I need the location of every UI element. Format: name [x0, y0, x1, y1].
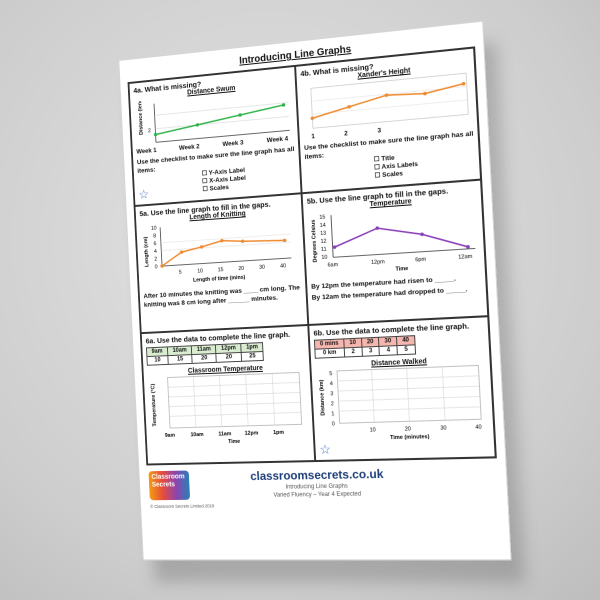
temperature-chart: Degrees Celsius 15 14 13 12 11 10 6am 12… [307, 201, 481, 279]
y-tick: 11 [321, 247, 327, 254]
y-tick: 8 [153, 233, 156, 239]
x-axis-label: Time (minutes) [390, 434, 430, 441]
table-cell: 0 km [315, 348, 345, 358]
data-point [220, 239, 224, 243]
y-tick: 0 [332, 421, 335, 427]
star-icon: ☆ [319, 443, 331, 456]
x-tick: 5 [179, 270, 182, 276]
y-tick: 10 [321, 255, 327, 262]
x-tick: 2 [344, 130, 348, 137]
x-tick: 15 [218, 267, 224, 273]
x-tick: 6pm [415, 256, 427, 263]
data-point [241, 239, 245, 243]
x-tick: Week 4 [267, 135, 289, 144]
y-tick: 15 [319, 214, 325, 221]
classroom-temperature-grid[interactable]: Temperature (°C) 9am 10am 11am 12pm 1pm … [147, 370, 310, 446]
data-point [311, 116, 315, 120]
x-tick: 40 [280, 263, 286, 270]
question-4a: 4a. What is missing? Distance Swum Dista… [128, 66, 301, 206]
data-point [347, 105, 351, 109]
x-tick: 10 [197, 268, 203, 274]
x-tick: 12am [458, 254, 473, 261]
table-cell: 25 [241, 351, 264, 361]
y-tick: 6 [154, 241, 157, 247]
table-cell: 2 [344, 347, 362, 357]
x-axis-label: Time [395, 266, 408, 273]
y-tick: 12 [320, 238, 326, 245]
data-line [155, 105, 285, 135]
table-cell: 5 [397, 345, 415, 355]
y-tick: 0 [155, 264, 158, 270]
y-axis-label: Distance (km) [319, 379, 327, 416]
x-axis-label: Time [228, 439, 240, 445]
y-tick: 4 [154, 249, 157, 255]
data-point [196, 123, 200, 127]
distance-walked-grid[interactable]: Distance (km) 5 4 3 2 1 0 10 20 30 40 Ti… [315, 363, 490, 442]
footer: Classroom Secrets © Classroom Secrets Li… [146, 458, 500, 523]
star-icon: ☆ [138, 187, 149, 200]
data-point [466, 245, 470, 249]
x-tick: 3 [377, 127, 381, 134]
x-tick: 30 [440, 425, 447, 432]
y-tick: 2 [154, 257, 157, 263]
knitting-chart: Length (cm) 10 8 6 4 2 0 5 10 [140, 213, 302, 288]
table-cell: 20 [192, 354, 217, 364]
x-tick: 11am [218, 431, 231, 437]
data-point [462, 82, 466, 86]
data-point [200, 245, 204, 249]
data-point [238, 113, 242, 117]
y-tick: 10 [151, 226, 157, 232]
x-tick: 30 [259, 264, 265, 270]
x-tick: 12pm [371, 259, 386, 266]
question-6b: 6b. Use the data to complete the line gr… [308, 316, 495, 461]
table-cell: 3 [362, 346, 380, 356]
x-tick: Week 3 [222, 139, 243, 148]
y-tick: 2 [148, 128, 151, 134]
fill-in-text: After 10 minutes the knitting was ____ c… [143, 283, 302, 309]
y-tick: 13 [320, 230, 326, 237]
y-axis-label: Length (cm) [143, 236, 150, 267]
worksheet: Introducing Line Graphs 4a. What is miss… [118, 21, 511, 561]
y-tick: 14 [320, 222, 326, 229]
table-cell: 15 [168, 355, 193, 365]
data-point [423, 92, 427, 96]
table-cell: 4 [379, 346, 397, 356]
y-tick: 3 [330, 391, 333, 397]
x-tick: 40 [475, 424, 482, 431]
data-table: 9am 10am 11am 12pm 1pm 10 15 20 20 25 [146, 342, 264, 366]
x-tick: 20 [405, 426, 412, 432]
question-4b: 4b. What is missing? Xander's Height 1 2… [295, 47, 481, 193]
data-point [282, 103, 286, 107]
y-tick: 1 [331, 411, 334, 417]
question-6a: 6a. Use the data to complete the line gr… [141, 325, 315, 465]
data-table: 0 mins 10 20 30 40 0 km 2 3 4 5 [314, 335, 416, 359]
question-5b: 5b. Use the line graph to fill in the ga… [302, 180, 489, 325]
x-tick: 12pm [245, 430, 259, 436]
x-tick: Week 1 [136, 147, 157, 156]
data-point [154, 133, 157, 137]
table-cell: 10 [147, 356, 168, 366]
x-tick: 9am [165, 433, 176, 439]
y-axis-label: Degrees Celsius [311, 219, 319, 262]
x-tick: 10 [370, 427, 376, 433]
data-point [420, 232, 424, 236]
x-axis-label: Length of time (mins) [193, 275, 246, 284]
y-tick: 4 [330, 381, 333, 387]
data-line [311, 84, 464, 119]
y-axis-label: Temperature (°C) [150, 383, 158, 426]
x-tick: 1pm [273, 430, 284, 436]
table-cell: 20 [216, 352, 241, 362]
x-tick: Week 2 [179, 143, 200, 152]
y-tick: 2 [331, 401, 334, 407]
x-tick: 20 [238, 266, 244, 272]
question-5a: 5a. Use the line graph to fill in the ga… [135, 193, 309, 333]
x-tick: 1 [311, 133, 315, 140]
x-tick: 10am [190, 432, 204, 438]
copyright: © Classroom Secrets Limited 2019 [150, 503, 214, 509]
x-tick: 6am [328, 262, 339, 269]
question-grid: 4a. What is missing? Distance Swum Dista… [128, 46, 497, 465]
data-point [283, 239, 287, 243]
y-tick: 5 [329, 371, 332, 377]
